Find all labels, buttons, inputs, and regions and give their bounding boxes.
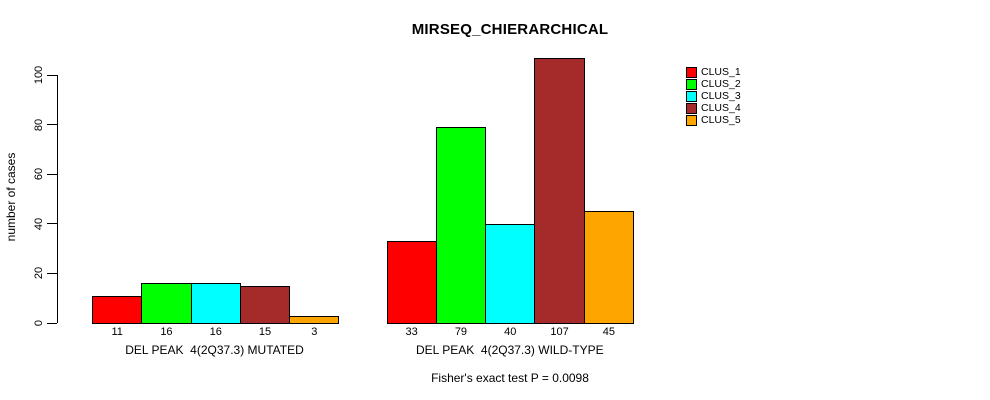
y-axis-label: number of cases xyxy=(4,152,18,242)
y-axis-tick-label: 80 xyxy=(33,118,45,131)
bar-value-label: 16 xyxy=(209,326,222,338)
chart-title: MIRSEQ_CHIERARCHICAL xyxy=(411,21,609,38)
bar-clus_5-group1 xyxy=(289,315,340,324)
bar-clus_4-group1 xyxy=(239,285,291,324)
bar-clus_3-group1 xyxy=(190,283,241,324)
bar-clus_1-group2 xyxy=(386,241,437,324)
y-axis-tick xyxy=(47,272,57,274)
y-axis-tick-label: 40 xyxy=(33,217,45,230)
y-axis-tick xyxy=(47,322,57,324)
legend-item-clus_1: CLUS_1 xyxy=(686,67,806,79)
y-axis-tick-label: 100 xyxy=(33,65,45,85)
bar-clus_2-group2 xyxy=(435,127,487,324)
legend-swatch-icon xyxy=(686,79,697,90)
bar-clus_4-group2 xyxy=(534,57,585,324)
bar-value-label: 3 xyxy=(311,326,318,338)
bar-value-label: 79 xyxy=(454,326,468,338)
bar-value-label: 40 xyxy=(504,326,517,338)
y-axis-line xyxy=(57,75,58,323)
bar-value-label: 15 xyxy=(258,326,272,338)
legend-swatch-icon xyxy=(686,115,697,126)
y-axis-tick-label: 20 xyxy=(33,267,45,280)
legend-label: CLUS_5 xyxy=(701,114,741,126)
bar-value-label: 16 xyxy=(160,326,173,338)
legend-swatch-icon xyxy=(686,91,697,102)
bar-clus_5-group2 xyxy=(583,211,634,324)
legend-label: CLUS_2 xyxy=(701,78,741,90)
y-axis-tick xyxy=(47,223,57,225)
legend-label: CLUS_3 xyxy=(701,90,741,102)
legend-item-clus_5: CLUS_5 xyxy=(686,115,806,127)
y-axis-tick-label: 0 xyxy=(33,319,45,327)
bar-clus_3-group2 xyxy=(485,223,536,324)
y-axis-tick xyxy=(47,173,57,175)
bar-value-label: 33 xyxy=(405,326,418,338)
legend-item-clus_2: CLUS_2 xyxy=(686,79,806,91)
bar-value-label: 11 xyxy=(111,326,123,338)
y-axis-tick xyxy=(47,124,57,126)
legend-label: CLUS_4 xyxy=(701,102,741,114)
bar-value-label: 45 xyxy=(602,326,615,338)
group-label-2: DEL PEAK 4(2Q37.3) WILD-TYPE xyxy=(415,343,604,357)
group-label-1: DEL PEAK 4(2Q37.3) MUTATED xyxy=(125,343,304,357)
bar-clus_1-group1 xyxy=(92,295,143,324)
y-axis-tick-label: 60 xyxy=(33,168,45,181)
annotation-fisher-test: Fisher's exact test P = 0.0098 xyxy=(431,371,589,385)
bar-value-label: 107 xyxy=(550,326,569,338)
legend-swatch-icon xyxy=(686,67,697,78)
legend-swatch-icon xyxy=(686,103,697,114)
legend-item-clus_3: CLUS_3 xyxy=(686,91,806,103)
legend-label: CLUS_1 xyxy=(701,66,741,78)
bar-clus_2-group1 xyxy=(141,283,192,324)
y-axis-tick xyxy=(47,74,57,76)
legend-item-clus_4: CLUS_4 xyxy=(686,103,806,115)
